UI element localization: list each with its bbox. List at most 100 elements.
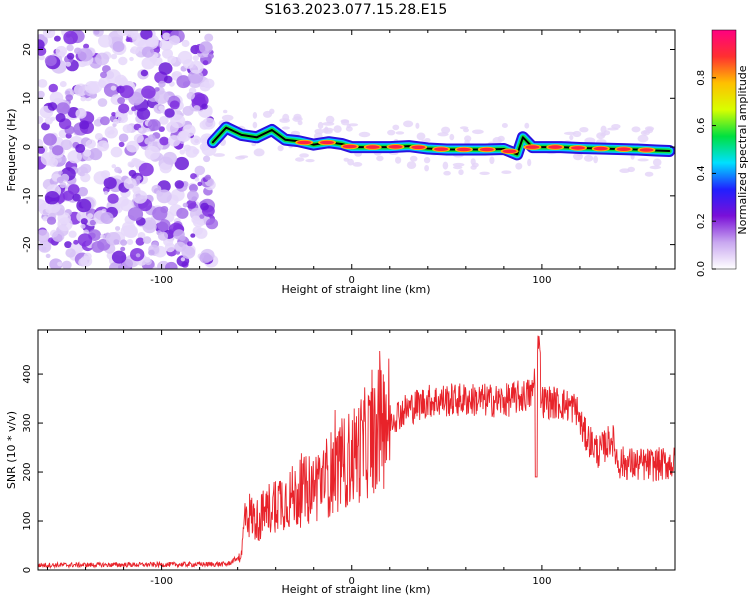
noise-blob (120, 239, 128, 246)
ridge-hotspot (639, 148, 654, 152)
noise-blob (159, 116, 169, 125)
noise-blob (67, 184, 80, 195)
ridge-hotspot (434, 147, 449, 151)
noise-blob (186, 92, 195, 100)
noise-blob (147, 119, 161, 131)
ridge-halo-blob (423, 156, 431, 164)
noise-blob (56, 176, 64, 184)
noise-blob (111, 164, 117, 169)
noise-blob (111, 112, 116, 117)
noise-blob (60, 139, 73, 150)
ridge-hotspot (571, 146, 585, 150)
bottom-xlabel: Height of straight line (km) (281, 583, 430, 596)
ridge-halo-blob (252, 121, 258, 129)
ridge-halo-blob (424, 165, 429, 172)
snr-series-line (38, 335, 675, 570)
snr-line (38, 335, 675, 570)
noise-blob (115, 226, 121, 231)
noise-blob (100, 212, 114, 224)
noise-blob (158, 62, 173, 75)
ridge-halo-blob (593, 155, 598, 164)
ridge-halo-blob (443, 170, 451, 176)
noise-blob (173, 229, 185, 240)
noise-blob (202, 117, 216, 130)
noise-blob (200, 202, 209, 211)
noise-blob (167, 55, 177, 64)
noise-blob (122, 258, 133, 269)
noise-blob (116, 30, 130, 36)
noise-blob (157, 219, 171, 232)
ridge-hotspot (525, 145, 540, 149)
noise-blob (182, 202, 188, 208)
noise-blob (126, 239, 134, 245)
noise-blob (158, 80, 166, 88)
noise-blob (110, 53, 118, 60)
noise-blob (44, 55, 57, 67)
noise-blob (142, 217, 157, 230)
ridge-halo-blob (600, 125, 607, 134)
bottom-ytick-label: 300 (22, 414, 33, 433)
noise-blob (38, 198, 47, 212)
ridge-halo-blob (640, 130, 651, 136)
noise-blob (65, 90, 71, 95)
ridge-halo-blob (358, 131, 371, 138)
noise-blob (120, 246, 126, 252)
noise-blob (169, 35, 180, 46)
ridge-hotspot (456, 147, 471, 152)
noise-blob (140, 69, 148, 77)
noise-blob (190, 135, 202, 146)
ridge-halo-blob (470, 158, 476, 166)
top-xtick-label: 0 (349, 275, 355, 286)
ridge-halo-blob (644, 171, 654, 177)
ridge-halo-blob (472, 129, 484, 135)
noise-blob (135, 253, 141, 258)
noise-blob (133, 133, 144, 143)
ridge-halo-blob (479, 171, 490, 175)
bottom-ytick-label: 100 (22, 511, 33, 530)
noise-blob (126, 140, 140, 153)
noise-blob (110, 85, 117, 91)
noise-blob (38, 54, 45, 61)
noise-blob (118, 103, 130, 114)
noise-blob (174, 180, 184, 189)
ridge-halo-blob (322, 122, 335, 126)
ridge-halo-blob (649, 165, 662, 170)
ridge-hotspot (320, 140, 334, 145)
ridge-halo-blob (305, 159, 315, 163)
bottom-ylabel: SNR (10 * v/v) (5, 411, 18, 489)
noise-blob (118, 114, 128, 124)
snr-panel: -100 0 100 0 100 200 300 400 Height of straight… (5, 329, 676, 596)
top-ylabel: Frequency (Hz) (5, 109, 18, 192)
noise-blob (109, 261, 124, 269)
noise-blob (190, 233, 196, 238)
bottom-ytick-label: 200 (22, 462, 33, 481)
noise-blob (73, 239, 79, 245)
ridge-halo-blob (415, 122, 420, 129)
noise-blob (156, 189, 172, 204)
noise-blob (144, 256, 151, 263)
ridge-halo-blob (333, 125, 342, 133)
noise-blob (189, 184, 198, 193)
noise-blob (99, 116, 110, 126)
noise-blob (65, 61, 72, 67)
ridge-halo-blob (252, 112, 258, 119)
noise-blob (159, 136, 169, 146)
ridge-hotspot (297, 140, 312, 145)
noise-blob (185, 146, 199, 158)
noise-blob (44, 191, 60, 205)
ridge-halo-blob (572, 130, 582, 138)
noise-blob (154, 90, 170, 104)
noise-blob (65, 248, 76, 258)
ridge-hotspot (593, 146, 608, 151)
noise-blob (63, 30, 78, 45)
noise-blob (112, 41, 125, 53)
noise-blob (79, 171, 85, 177)
noise-blob (135, 237, 145, 246)
colorbar-gradient (711, 29, 737, 270)
ridge-halo-blob (387, 129, 396, 136)
noise-blob (203, 155, 211, 163)
ridge-halo-blob (409, 155, 418, 162)
ridge-halo-blob (221, 114, 234, 121)
noise-blob (164, 242, 176, 253)
